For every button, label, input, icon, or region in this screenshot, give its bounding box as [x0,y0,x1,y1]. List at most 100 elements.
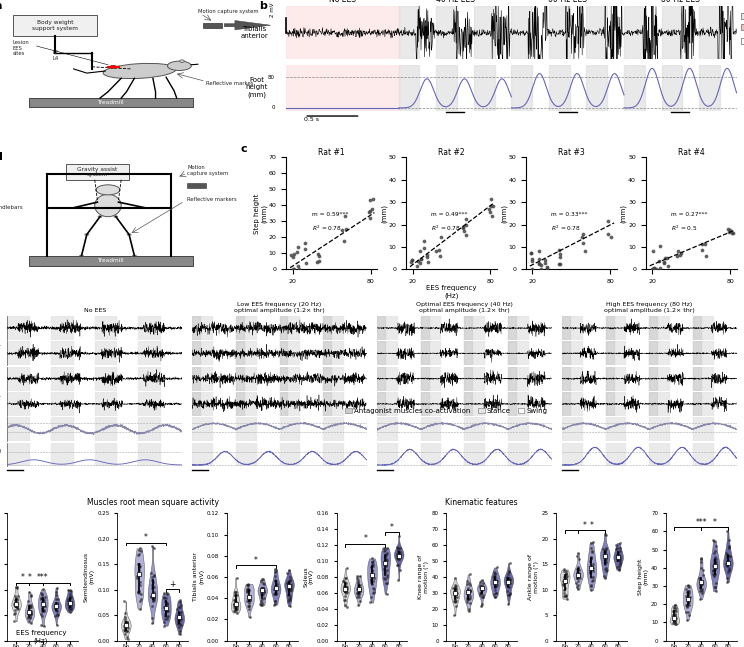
Point [476,585,488,595]
Point [257,585,269,595]
Bar [508,316,516,340]
Point [366,203,378,214]
Point [684,600,696,610]
Bar [693,316,701,340]
Text: *: * [254,556,257,565]
Point [503,582,515,592]
Point [269,582,281,593]
Point [490,569,501,579]
Point [612,554,623,565]
FancyArrow shape [225,21,271,30]
Point [243,580,254,590]
Point [694,582,706,592]
Point [541,263,553,273]
Bar [236,443,256,466]
Bar [661,6,682,59]
Point [242,584,254,595]
Point [49,602,61,613]
Point [613,564,625,574]
Bar [606,367,626,391]
Point [449,580,461,591]
Point [708,571,720,582]
Point [600,529,612,540]
Point [394,543,405,553]
Point [351,588,363,598]
Text: Motion capture system: Motion capture system [198,9,258,14]
Point [501,574,513,584]
Point [393,547,405,558]
Point [39,595,51,605]
Point [285,583,297,593]
Point [231,589,243,600]
Text: Gravity assist
system: Gravity assist system [77,166,118,177]
Point [475,581,487,591]
Point [51,600,63,611]
Point [8,616,20,626]
Point [282,578,294,589]
Point [584,565,596,576]
Point [367,588,379,598]
Point [585,562,597,573]
Point [668,602,680,612]
Point [721,556,733,566]
Point [709,564,721,575]
Point [132,559,144,569]
Point [474,582,486,593]
Text: 0.5 s: 0.5 s [304,116,319,122]
Point [722,223,734,234]
Point [269,596,280,606]
Point [10,593,22,603]
Point [559,591,571,601]
Point [269,583,281,593]
Point [362,207,374,217]
Point [391,551,403,561]
Point [37,598,49,609]
Point [25,612,36,622]
Point [709,582,721,592]
Bar [586,65,607,111]
Point [284,591,296,601]
Bar [464,367,472,391]
Point [65,598,77,608]
Text: Tibialis
anterior: Tibialis anterior [240,27,268,39]
Point [708,548,720,558]
Point [612,554,624,564]
Point [587,572,599,582]
Ellipse shape [94,194,121,217]
Title: Rat #2: Rat #2 [438,148,465,157]
Bar [464,417,484,441]
Point [146,583,158,593]
Point [365,206,376,217]
Point [147,618,158,628]
Point [62,594,74,604]
Point [490,576,502,587]
Point [268,589,280,600]
Bar [650,417,669,441]
Point [353,580,365,591]
Point [51,610,63,620]
Point [147,575,158,586]
Point [133,549,145,560]
Point [697,569,709,580]
Bar [606,443,626,466]
Point [580,246,591,256]
Point [35,594,47,604]
Point [242,592,254,602]
Point [669,600,681,610]
Point [268,599,280,609]
Point [65,604,77,614]
Point [293,264,305,274]
Point [285,250,297,260]
Text: m = 0.27***: m = 0.27*** [671,212,708,217]
Point [228,602,240,612]
Point [695,557,707,567]
Point [695,576,707,587]
Point [476,582,488,593]
Point [173,617,185,628]
Point [121,626,133,637]
Bar [436,65,457,111]
Point [574,573,586,583]
Point [255,596,267,606]
Point [447,583,459,593]
Point [159,614,171,624]
